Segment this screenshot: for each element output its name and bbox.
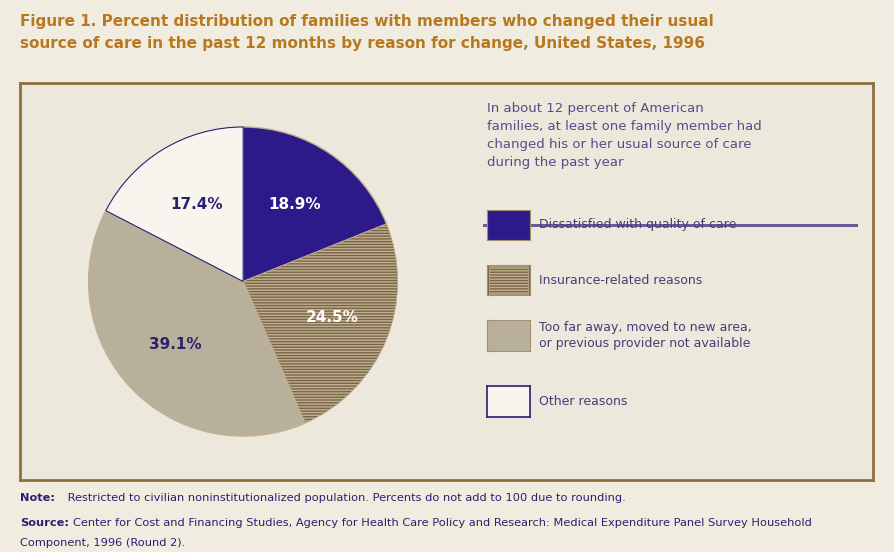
Text: source of care in the past 12 months by reason for change, United States, 1996: source of care in the past 12 months by …	[20, 36, 704, 51]
Wedge shape	[243, 224, 398, 423]
Text: Insurance-related reasons: Insurance-related reasons	[539, 274, 703, 286]
Polygon shape	[489, 266, 528, 294]
Text: In about 12 percent of American
families, at least one family member had
changed: In about 12 percent of American families…	[487, 102, 762, 169]
Text: Figure 1. Percent distribution of families with members who changed their usual: Figure 1. Percent distribution of famili…	[20, 14, 713, 29]
Text: Restricted to civilian noninstitutionalized population. Percents do not add to 1: Restricted to civilian noninstitutionali…	[64, 493, 626, 503]
Wedge shape	[89, 211, 305, 436]
Text: Source:: Source:	[20, 518, 69, 528]
Text: Center for Cost and Financing Studies, Agency for Health Care Policy and Researc: Center for Cost and Financing Studies, A…	[73, 518, 812, 528]
Wedge shape	[105, 127, 243, 282]
Text: 24.5%: 24.5%	[306, 310, 358, 325]
Wedge shape	[243, 127, 386, 282]
Text: Dissatisfied with quality of care: Dissatisfied with quality of care	[539, 219, 737, 231]
Text: 17.4%: 17.4%	[170, 198, 223, 213]
Text: Component, 1996 (Round 2).: Component, 1996 (Round 2).	[20, 538, 185, 548]
Text: Too far away, moved to new area,
or previous provider not available: Too far away, moved to new area, or prev…	[539, 321, 752, 350]
Text: Note:: Note:	[20, 493, 55, 503]
Text: Other reasons: Other reasons	[539, 395, 628, 408]
Text: 39.1%: 39.1%	[149, 337, 202, 352]
Text: 18.9%: 18.9%	[269, 197, 322, 212]
